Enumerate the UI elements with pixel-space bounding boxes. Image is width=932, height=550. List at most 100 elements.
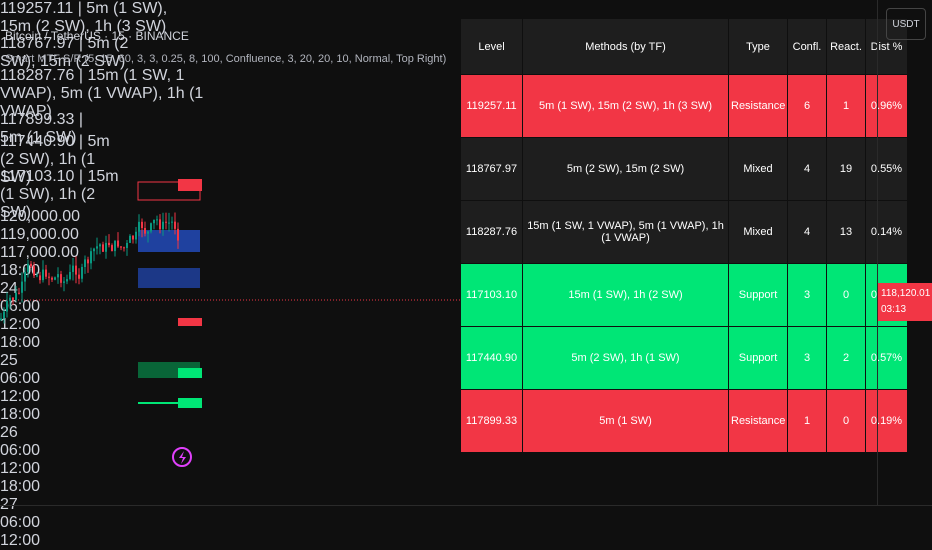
candle-body: [72, 265, 74, 272]
candle-body: [21, 281, 23, 293]
alert-icon[interactable]: [172, 447, 192, 467]
candle-body: [63, 281, 65, 283]
candle-body: [135, 231, 137, 240]
time-label: 12:00: [0, 532, 41, 549]
candle-body: [150, 223, 152, 232]
table-cell: 4: [787, 137, 827, 201]
candle-body: [114, 240, 116, 252]
candle-body: [51, 277, 53, 280]
candle-body: [87, 259, 89, 264]
table-cell: Resistance: [728, 74, 788, 138]
table-cell: 19: [826, 137, 866, 201]
zone: [138, 268, 200, 288]
price-label: 119,000.00: [0, 226, 79, 243]
column-header: Level: [460, 18, 523, 75]
candle-body: [141, 221, 143, 228]
table-cell: 5m (2 SW), 1h (1 SW): [522, 326, 729, 390]
time-label: 18:00: [0, 478, 41, 495]
table-cell: Mixed: [728, 137, 788, 201]
time-label: 25: [0, 352, 18, 369]
current-price-tag: 118,120.01 03:13: [878, 283, 932, 321]
zone-tab: [178, 318, 202, 326]
current-price: 118,120.01: [881, 288, 931, 299]
time-label: 06:00: [0, 442, 41, 459]
table-cell: 5m (1 SW): [522, 389, 729, 453]
symbol-title: Bitcoin / TetherUS · 15 · BINANCE: [5, 29, 189, 43]
price-label: 117,000.00: [0, 244, 79, 261]
level-label: 119257.11 | 5m (1 SW), 15m (2 SW), 1h (3…: [0, 0, 168, 35]
table-cell: 5m (1 SW), 15m (2 SW), 1h (3 SW): [522, 74, 729, 138]
candle-body: [9, 297, 11, 301]
candle-body: [12, 297, 14, 300]
candle-body: [78, 274, 80, 279]
column-header: Confl.: [787, 18, 827, 75]
indicator-title: Smart MTF S/R (5, 15, 60, 3, 3, 0.25, 8,…: [5, 53, 447, 65]
time-label: 12:00: [0, 388, 41, 405]
candle-body: [117, 240, 119, 247]
candle-body: [45, 269, 47, 277]
candle-body: [168, 222, 170, 224]
time-label: 18:00: [0, 334, 41, 351]
table-cell: 0.19%: [865, 389, 908, 453]
candle-body: [162, 221, 164, 230]
candle-body: [111, 245, 113, 252]
candle-body: [165, 221, 167, 223]
level-labels: 119257.11 | 5m (1 SW), 15m (2 SW), 1h (3…: [0, 0, 932, 221]
candle-body: [99, 244, 101, 247]
time-axis: [0, 505, 932, 506]
candle-body: [60, 274, 62, 283]
candle-body: [159, 219, 161, 230]
table-cell: 3: [787, 326, 827, 390]
candle-body: [138, 221, 140, 232]
table-cell: 5m (2 SW), 15m (2 SW): [522, 137, 729, 201]
time-label: 06:00: [0, 370, 41, 387]
level-label: 117103.10 | 15m (1 SW), 1h (2 SW): [0, 168, 119, 221]
zone-tab: [178, 368, 202, 378]
table-cell: 0.57%: [865, 326, 908, 390]
zone: [138, 230, 200, 252]
table-cell: 117440.90: [460, 326, 523, 390]
candle-body: [27, 263, 29, 272]
candle-body: [108, 242, 110, 246]
table-cell: 0.96%: [865, 74, 908, 138]
candle-body: [129, 235, 131, 243]
candle-body: [153, 219, 155, 224]
candle-body: [48, 276, 50, 278]
candle-body: [171, 221, 173, 223]
level-label: 117440.90 | 5m (2 SW), 1h (1 SW): [0, 133, 110, 186]
candle-body: [18, 292, 20, 294]
table-row: 117899.33 5m (1 SW) Resistance 1 0 0.19%: [460, 389, 908, 453]
candle-body: [126, 242, 128, 248]
level-label: 117899.33 | 5m (1 SW): [0, 111, 84, 146]
candle-body: [120, 246, 122, 248]
candle-body: [123, 247, 125, 249]
candle-body: [3, 311, 5, 319]
candles: [0, 212, 179, 324]
candle-body: [6, 300, 8, 312]
candle-body: [81, 266, 83, 279]
candle-body: [69, 271, 71, 280]
candle-body: [96, 246, 98, 249]
currency-button[interactable]: USDT: [886, 8, 926, 40]
table-cell: 15m (1 SW), 1h (2 SW): [522, 263, 729, 327]
candle-body: [132, 235, 134, 240]
time-label: 18:00: [0, 406, 41, 423]
table-cell: 3: [787, 263, 827, 327]
time-label: 12:00: [0, 460, 41, 477]
table-row: 118767.97 5m (2 SW), 15m (2 SW) Mixed 4 19 0.…: [460, 137, 908, 201]
candle-body: [36, 275, 38, 277]
price-axis: [877, 0, 932, 505]
candle-body: [93, 248, 95, 252]
countdown: 03:13: [881, 304, 907, 315]
table-cell: 4: [787, 200, 827, 264]
price-label: 120,000.00: [0, 208, 81, 225]
candle-body: [39, 275, 41, 281]
table-row: 117440.90 5m (2 SW), 1h (1 SW) Support 3 2 0.…: [460, 326, 908, 390]
table-cell: 0.55%: [865, 137, 908, 201]
table-row: 119257.11 5m (1 SW), 15m (2 SW), 1h (3 SW…: [460, 74, 908, 138]
time-label: 26: [0, 424, 18, 441]
level-label: 118767.97 | 5m (2 SW), 15m (2 SW): [0, 35, 129, 70]
candle-body: [177, 228, 179, 241]
